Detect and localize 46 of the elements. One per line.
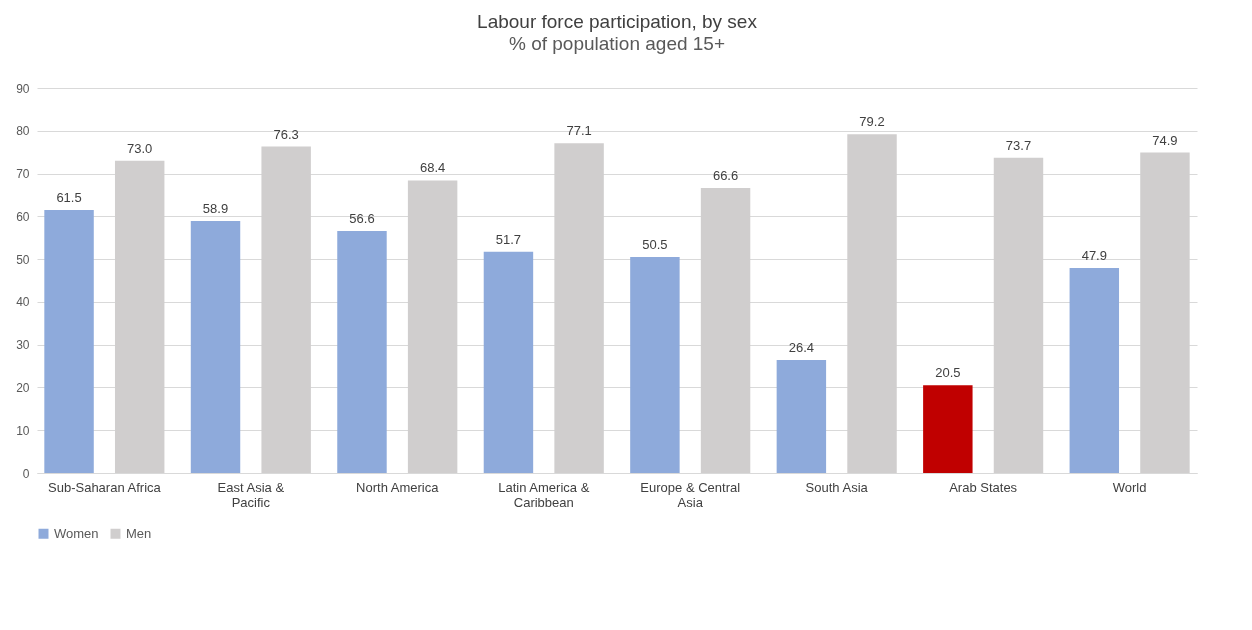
y-tick-label: 60 — [16, 209, 30, 224]
data-label: 61.5 — [56, 189, 82, 205]
y-tick-label: 0 — [22, 466, 30, 481]
y-tick-label: 80 — [16, 124, 30, 139]
data-label: 50.5 — [642, 236, 668, 252]
data-label: 47.9 — [1081, 248, 1107, 264]
data-label: 73.0 — [127, 140, 153, 156]
data-label: 77.1 — [566, 123, 592, 139]
data-label: 68.4 — [419, 160, 446, 176]
data-label: 56.6 — [349, 210, 375, 226]
x-tick-label: East Asia & Pacific — [217, 479, 285, 510]
x-tick-label: World — [1112, 479, 1147, 495]
y-tick-label: 10 — [16, 423, 30, 438]
chart-title: Labour force participation, by sex — [477, 11, 758, 32]
x-tick-label: Sub-Saharan Africa — [48, 479, 162, 495]
y-tick-label: 70 — [16, 167, 30, 182]
bar — [44, 209, 94, 473]
data-label: 66.6 — [712, 168, 739, 184]
data-label: 58.9 — [202, 201, 229, 217]
y-tick-label: 50 — [16, 252, 30, 267]
y-tick-label: 30 — [16, 338, 30, 353]
x-tick-label: Latin America & Caribbean — [498, 479, 590, 510]
x-tick-label: Arab States — [949, 479, 1018, 495]
data-label: 20.5 — [935, 365, 961, 381]
data-label: 74.9 — [1152, 132, 1178, 148]
data-label: 26.4 — [788, 340, 815, 356]
data-label: 73.7 — [1005, 137, 1032, 153]
x-tick-label: South Asia — [805, 479, 869, 495]
legend-label: Women — [54, 525, 99, 541]
legend-label: Men — [126, 525, 152, 541]
data-label: 79.2 — [859, 114, 885, 130]
y-tick-label: 40 — [16, 295, 30, 310]
bar — [630, 256, 680, 473]
x-tick-label: Europe & Central Asia — [640, 479, 741, 510]
x-tick-label: North America — [356, 479, 440, 495]
bar — [776, 360, 827, 473]
bar — [483, 251, 534, 473]
y-tick-label: 20 — [16, 380, 30, 395]
bar — [1069, 268, 1120, 473]
y-tick-label: 90 — [16, 81, 30, 96]
data-label: 51.7 — [495, 231, 522, 247]
bar — [337, 230, 387, 473]
chart-subtitle: % of population aged 15+ — [508, 33, 726, 54]
bar — [923, 385, 973, 473]
data-label: 76.3 — [273, 126, 299, 142]
bar — [190, 221, 241, 473]
